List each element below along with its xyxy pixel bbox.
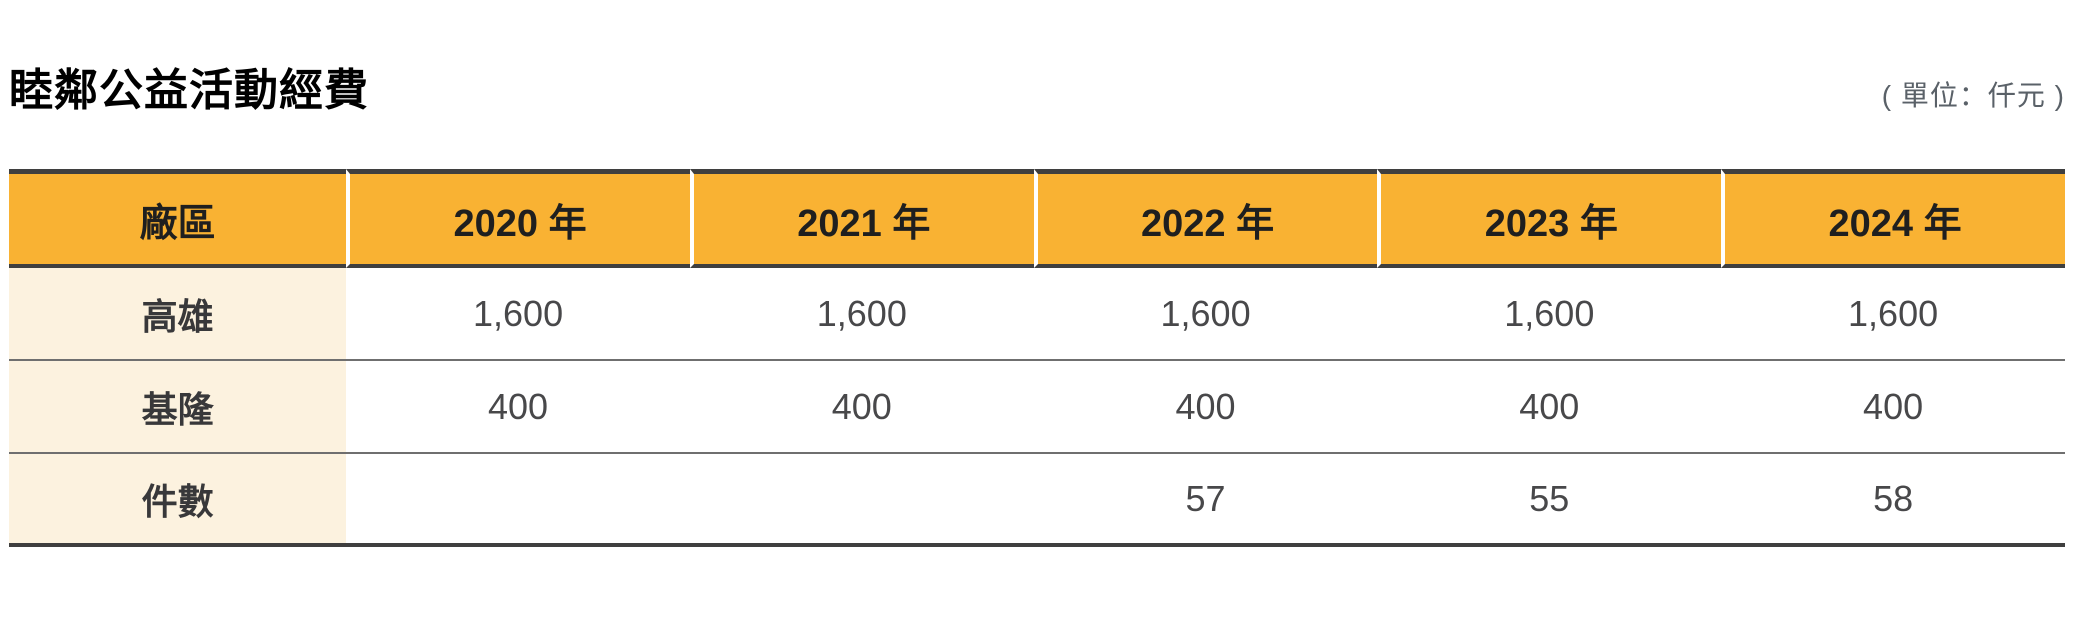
unit-label: ( 單位：仟元 ) [1881, 80, 2065, 111]
header-cell-2023: 2023 年 [1377, 169, 1722, 268]
value-cell: 1,600 [346, 268, 690, 361]
table-header-row: 廠區 2020 年 2021 年 2022 年 2023 年 2024 年 [9, 169, 2065, 268]
value-cell: 400 [1033, 361, 1378, 454]
value-cell: 1,600 [689, 268, 1034, 361]
report-page: 睦鄰公益活動經費 ( 單位：仟元 ) 廠區 2020 年 2021 年 2022… [9, 0, 2065, 547]
value-cell: 55 [1377, 454, 1722, 547]
header-cell-region: 廠區 [9, 169, 347, 268]
header-cell-2021: 2021 年 [689, 169, 1034, 268]
row-label-cases: 件數 [9, 454, 347, 547]
value-cell [346, 454, 690, 547]
header-cell-2020: 2020 年 [346, 169, 690, 268]
funding-table: 廠區 2020 年 2021 年 2022 年 2023 年 2024 年 高雄… [9, 169, 2065, 547]
table-row-kaohsiung: 高雄 1,600 1,600 1,600 1,600 1,600 [9, 268, 2065, 361]
value-cell: 400 [689, 361, 1034, 454]
value-cell: 1,600 [1377, 268, 1722, 361]
table-row-cases: 件數 57 55 58 [9, 454, 2065, 547]
value-cell: 57 [1033, 454, 1378, 547]
header-cell-2022: 2022 年 [1033, 169, 1378, 268]
value-cell: 400 [1721, 361, 2065, 454]
row-label-keelung: 基隆 [9, 361, 347, 454]
value-cell: 1,600 [1033, 268, 1378, 361]
value-cell [689, 454, 1034, 547]
header-cell-2024: 2024 年 [1721, 169, 2065, 268]
row-label-kaohsiung: 高雄 [9, 268, 347, 361]
title-bar: 睦鄰公益活動經費 ( 單位：仟元 ) [9, 0, 2065, 117]
value-cell: 400 [346, 361, 690, 454]
value-cell: 58 [1721, 454, 2065, 547]
table-row-keelung: 基隆 400 400 400 400 400 [9, 361, 2065, 454]
page-title: 睦鄰公益活動經費 [9, 66, 369, 115]
value-cell: 1,600 [1721, 268, 2065, 361]
value-cell: 400 [1377, 361, 1722, 454]
